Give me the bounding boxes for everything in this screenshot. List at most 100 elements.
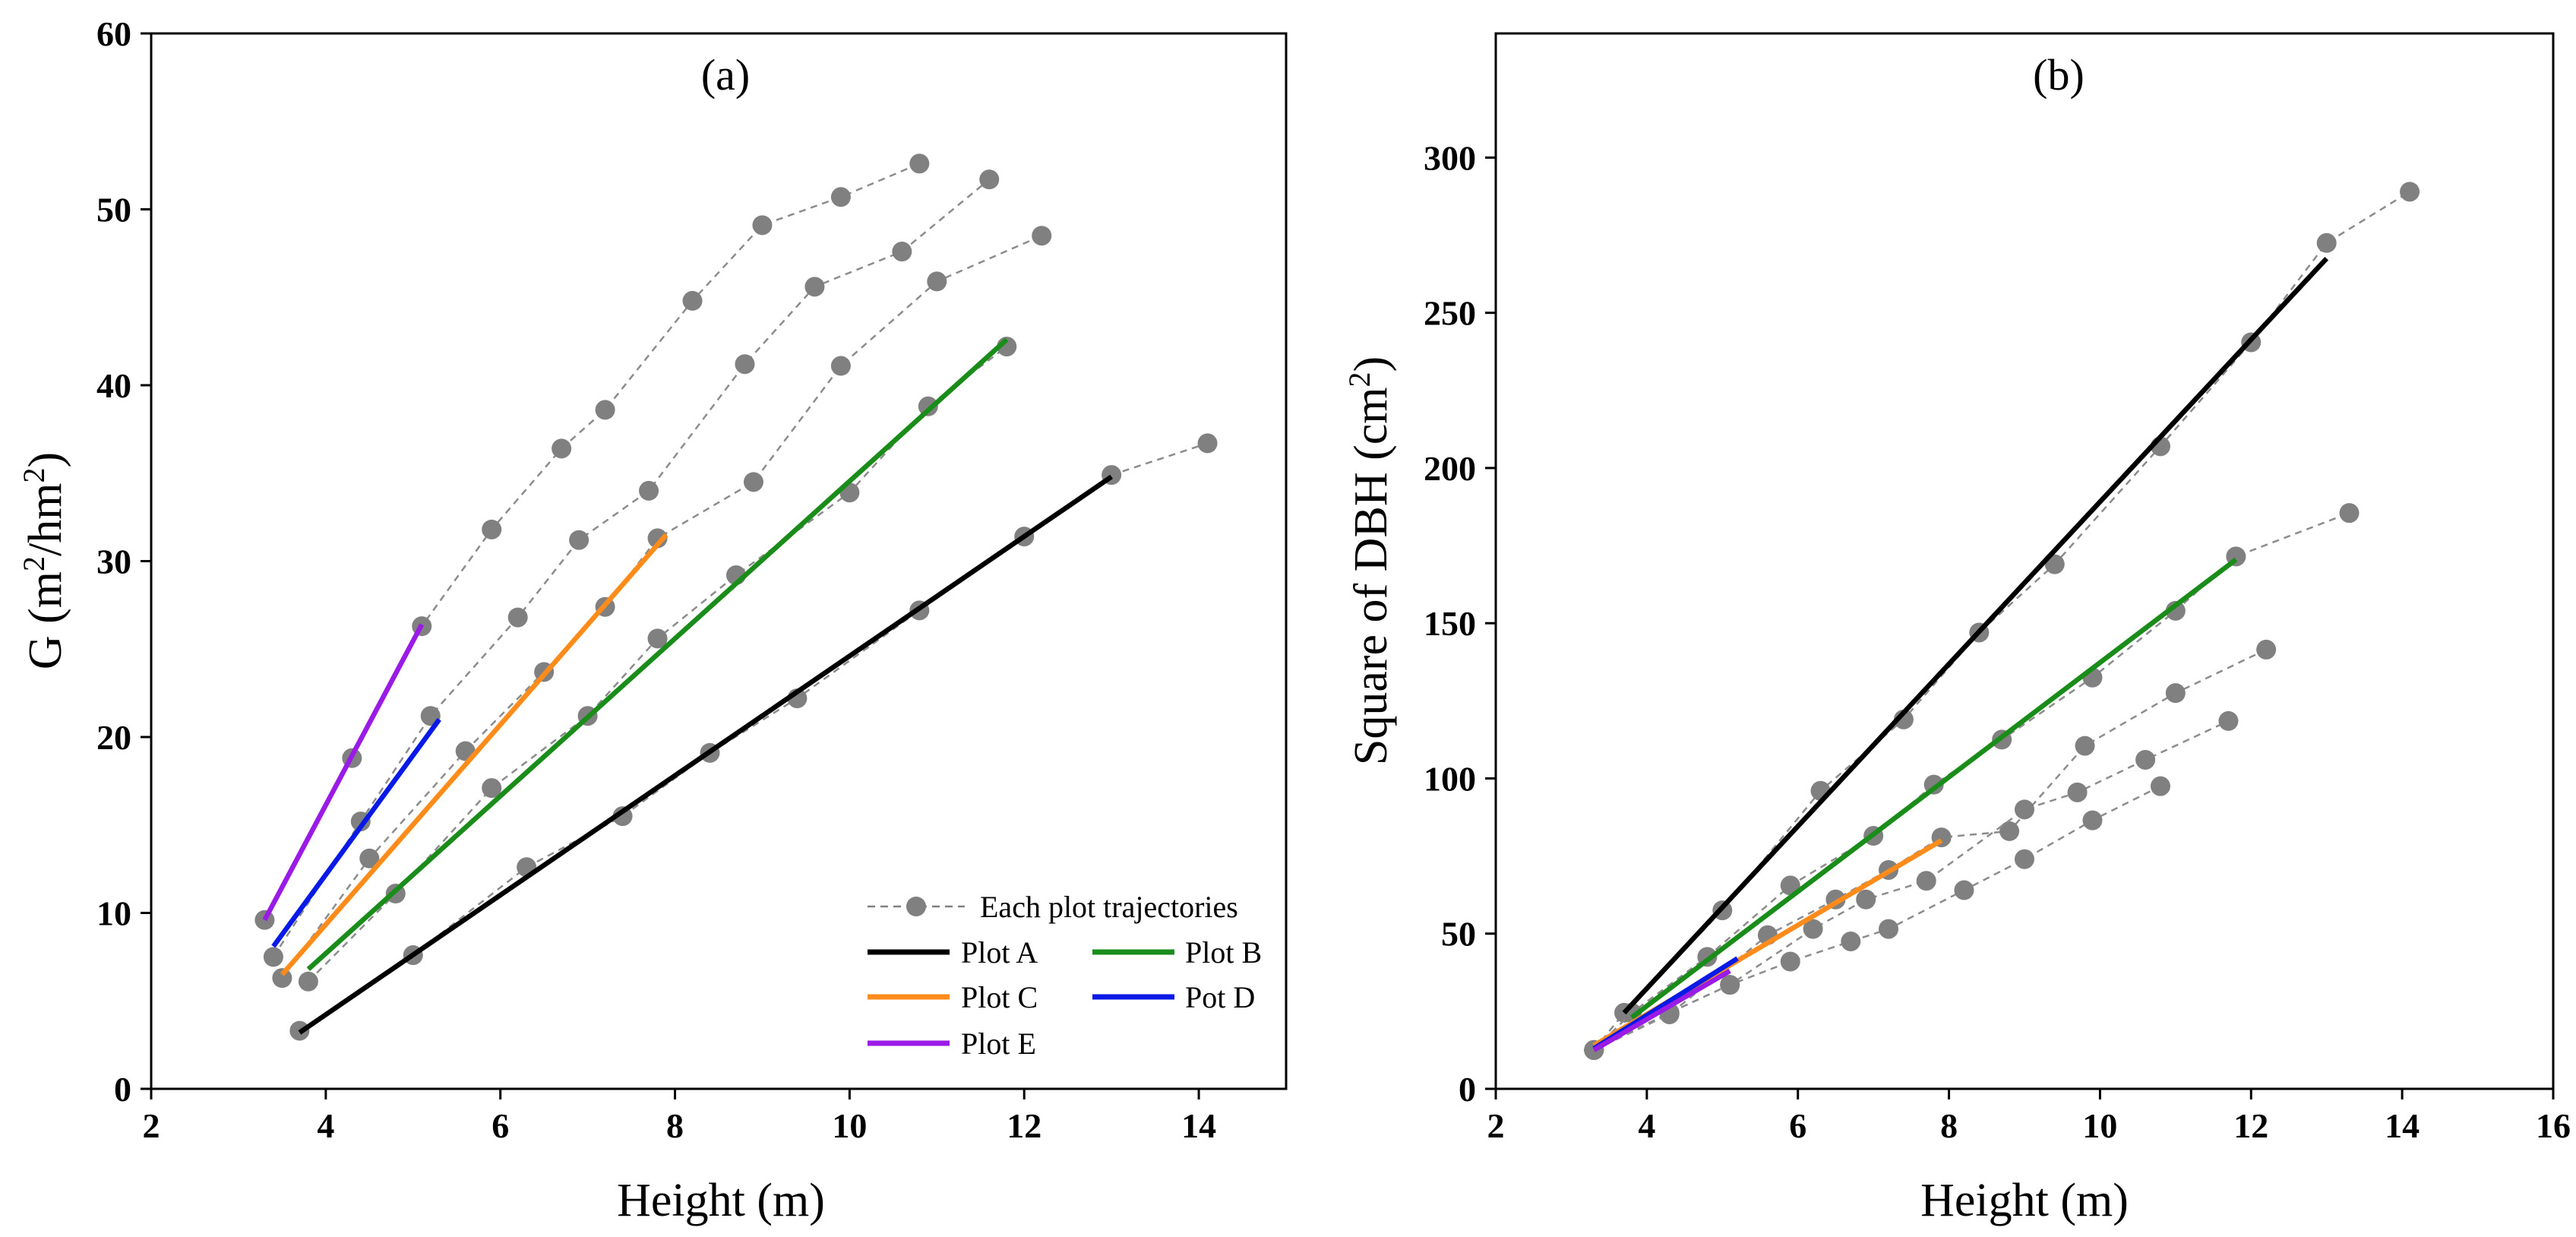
panel-b-trajectory-2-point — [2339, 503, 2359, 524]
panel-a-trajectory-1-point — [595, 400, 615, 420]
panel-b-trajectory-4-point — [1856, 889, 1876, 910]
panel-a-trajectory-5-point — [612, 806, 633, 827]
panel-b-series-plot-b — [1630, 557, 2238, 1020]
panel-a-trajectory-2-point — [892, 242, 912, 262]
panel-a-x-tick-label: 12 — [1007, 1106, 1041, 1145]
panel-a-trajectory-2-point — [979, 169, 1000, 190]
panel-a-trajectory-3-point — [743, 472, 763, 492]
legend-entry-plot-c: Plot C — [868, 980, 1038, 1014]
panel-a-xlabel: Height (m) — [617, 1175, 825, 1226]
panel-a-y-tick-label: 40 — [96, 366, 131, 405]
panel-a-x-tick-label: 14 — [1181, 1106, 1216, 1145]
panel-b-x-tick-label: 10 — [2082, 1106, 2117, 1145]
panel-b-y-tick-label: 0 — [1459, 1070, 1476, 1109]
panel-b-trajectory-4-point — [2015, 799, 2034, 820]
panel-a-trajectory-1-point — [830, 187, 851, 207]
panel-b-xlabel: Height (m) — [1920, 1175, 2129, 1226]
panel-a-label: (a) — [701, 50, 750, 100]
panel-b-trajectory-2-point — [2165, 600, 2186, 621]
panel-b-ticks: 2 4 6 8 10 12 14 16 0 50 100 150 200 250 300 — [1424, 138, 2571, 1145]
panel-b-y-tick-label: 50 — [1441, 915, 1476, 954]
panel-a-trajectory-5-point — [1197, 433, 1218, 454]
panel-b-series-plot-a — [1622, 256, 2329, 1015]
panel-b-trajectory-5-point — [1841, 931, 1861, 951]
panel-b-trajectory-3-point — [2165, 683, 2186, 704]
panel-a-trajectory-4-line — [307, 346, 1008, 982]
panel-b-trajectory-5-point — [1879, 919, 1899, 939]
panel-a-x-tick-label: 4 — [317, 1106, 334, 1145]
panel-b-x-tick-label: 6 — [1789, 1106, 1806, 1145]
panel-a-trajectory-4-point — [298, 971, 318, 992]
panel-a-series-plot-c — [280, 533, 668, 976]
panel-b-x-tick-label: 8 — [1940, 1106, 1958, 1145]
legend-plot-b-label: Plot B — [1185, 935, 1262, 970]
panel-a-y-tick-label: 60 — [96, 14, 131, 53]
panel-a-x-tick-label: 10 — [832, 1106, 867, 1145]
panel-b-trajectory-5-point — [1954, 880, 1974, 900]
legend-trajectories-marker — [906, 897, 926, 916]
panel-a-trajectory-4-point — [918, 396, 938, 416]
panel-b-y-tick-label: 100 — [1424, 759, 1476, 798]
panel-a-trajectory-3-point — [272, 968, 292, 989]
panel-b-trajectory-4-point — [2135, 749, 2156, 770]
panel-a-trajectory-3-point — [647, 528, 668, 549]
panel-b-trajectory-3-point — [1999, 821, 2020, 841]
legend-plot-c-label: Plot C — [961, 980, 1038, 1014]
legend-pot-d-label: Pot D — [1185, 980, 1255, 1014]
panel-a: 2 4 6 8 10 12 14 0 10 20 30 40 50 60 (a) Height (m) G… — [17, 14, 1288, 1226]
panel-b-x-tick-label: 2 — [1487, 1106, 1505, 1145]
panel-a-plot-group — [254, 153, 1218, 1041]
panel-a-trajectory-2-point — [507, 607, 528, 628]
panel-a-x-tick-label: 6 — [491, 1106, 509, 1145]
panel-b-series-plot-e — [1592, 968, 1731, 1052]
panel-b-plot-group — [1584, 182, 2420, 1060]
panel-a-series-plot-b — [306, 337, 1009, 971]
panel-a-trajectory-2-point — [263, 947, 283, 967]
panel-a-y-tick-label: 30 — [96, 543, 131, 581]
panel-b-trajectory-4-point — [1916, 871, 1936, 891]
panel-b-y-tick-label: 150 — [1424, 604, 1476, 643]
panel-b-x-tick-label: 12 — [2233, 1106, 2268, 1145]
panel-a-series-plot-a — [298, 474, 1113, 1035]
panel-a-trajectory-2-point — [639, 480, 659, 501]
panel-a-trajectory-5-line — [299, 442, 1208, 1032]
panel-a-trajectory-1-point — [552, 438, 572, 459]
panel-a-trajectory-3-point — [359, 848, 380, 868]
legend: Each plot trajectories Plot A Plot B Plo… — [868, 890, 1262, 1061]
panel-b-trajectory-5-point — [2150, 776, 2170, 796]
panel-b-trajectory-4-point — [2067, 782, 2088, 802]
panel-a-trajectory-3-point — [1032, 226, 1052, 246]
panel-a-trajectory-2-point — [804, 277, 825, 297]
panel-b-x-tick-label: 16 — [2536, 1106, 2571, 1145]
panel-b-ylabel: Square of DBH (cm2) — [1342, 356, 1397, 765]
panel-b-trajectory-4-point — [1803, 919, 1823, 939]
legend-entry-plot-a: Plot A — [868, 935, 1038, 970]
panel-b-label: (b) — [2033, 50, 2085, 100]
panel-a-trajectory-2-point — [569, 530, 589, 550]
panel-b-x-tick-label: 14 — [2385, 1106, 2420, 1145]
panel-a-trajectory-1-point — [752, 215, 773, 236]
legend-entry-plot-e: Plot E — [868, 1027, 1036, 1061]
panel-b-trajectory-4-line — [1593, 720, 2229, 1052]
panel-a-y-tick-label: 0 — [114, 1070, 131, 1109]
panel-a-y-tick-label: 50 — [96, 191, 131, 229]
panel-b-trajectory-2-line — [1593, 512, 2350, 1051]
panel-b-trajectory-4-point — [2218, 710, 2239, 731]
panel-b-frame — [1494, 32, 2555, 1090]
legend-entry-plot-b: Plot B — [1092, 935, 1262, 970]
panel-b: 2 4 6 8 10 12 14 16 0 50 100 150 200 250 300 (b) Heigh… — [1342, 32, 2571, 1226]
panel-b-trajectory-1-point — [2400, 182, 2420, 202]
panel-a-series-pot-d — [271, 717, 441, 948]
panel-a-series-plot-e — [262, 623, 425, 922]
panel-a-trajectory-4-point — [647, 628, 668, 649]
panel-b-trajectory-5-point — [2082, 810, 2103, 830]
panel-a-y-tick-label: 20 — [96, 718, 131, 757]
panel-b-x-tick-label: 4 — [1638, 1106, 1655, 1145]
legend-plot-a-label: Plot A — [961, 935, 1038, 970]
panel-a-trajectory-1-line — [264, 163, 920, 921]
panel-a-trajectory-3-point — [927, 271, 947, 292]
panel-b-trajectory-3-point — [2256, 639, 2277, 660]
legend-plot-e-label: Plot E — [961, 1027, 1036, 1061]
panel-a-x-tick-label: 2 — [143, 1106, 160, 1145]
